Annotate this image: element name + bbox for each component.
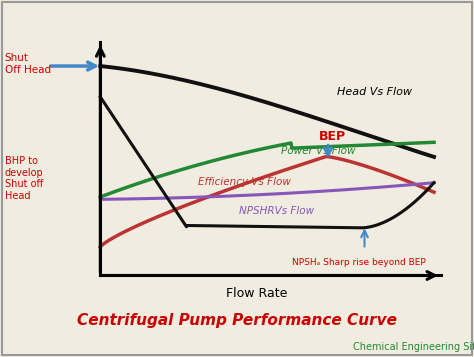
Text: Efficiency Vs Flow: Efficiency Vs Flow bbox=[198, 177, 291, 187]
Text: Flow Rate: Flow Rate bbox=[226, 287, 287, 300]
Text: BEP: BEP bbox=[319, 130, 346, 143]
Text: Chemical Engineering Site: Chemical Engineering Site bbox=[353, 342, 474, 352]
Text: NPSHₐ Sharp rise beyond BEP: NPSHₐ Sharp rise beyond BEP bbox=[292, 258, 425, 267]
Text: Power Vs Flow: Power Vs Flow bbox=[281, 146, 356, 156]
Text: Shut
Off Head: Shut Off Head bbox=[5, 54, 51, 75]
Text: Head Vs Flow: Head Vs Flow bbox=[337, 87, 412, 97]
Text: Centrifugal Pump Performance Curve: Centrifugal Pump Performance Curve bbox=[77, 313, 397, 328]
Text: NPSHRVs Flow: NPSHRVs Flow bbox=[239, 206, 314, 216]
Text: BHP to
develop
Shut off
Head: BHP to develop Shut off Head bbox=[5, 156, 44, 201]
